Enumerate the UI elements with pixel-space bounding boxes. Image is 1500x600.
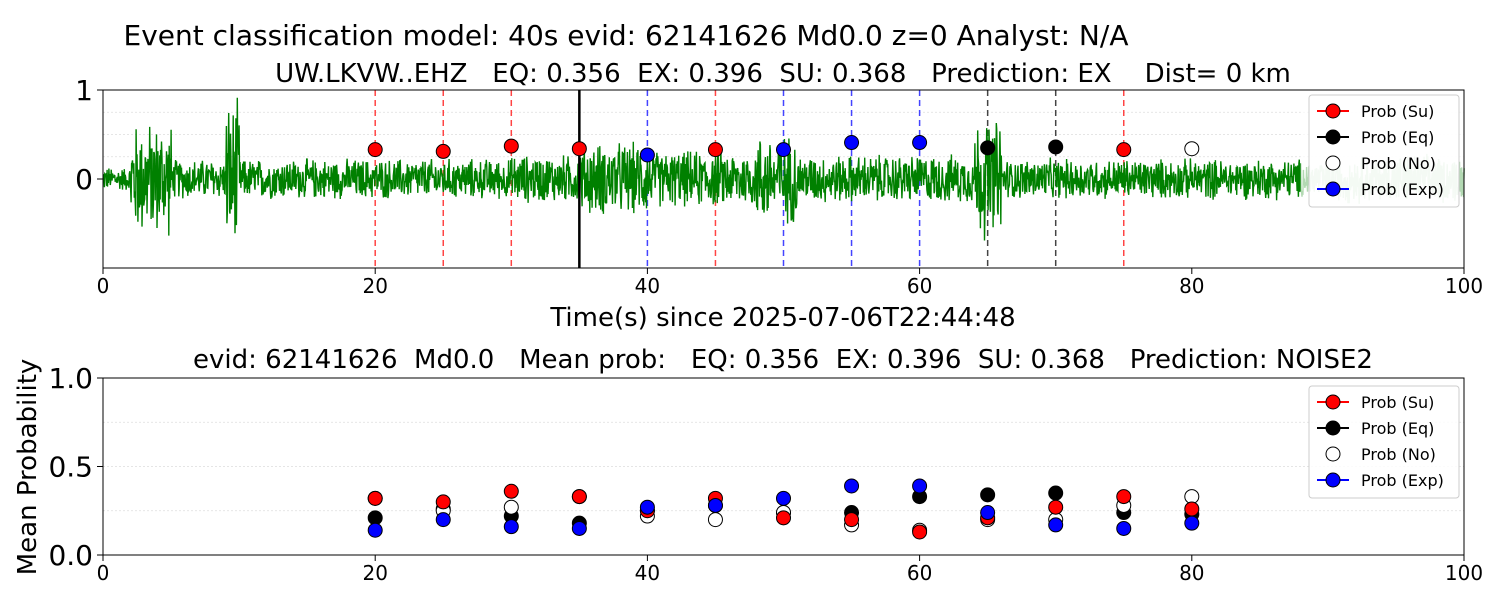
point-exp [1048,517,1064,533]
window-marker-eq [980,140,996,156]
point-exp [912,478,928,494]
waveform-trace [102,97,1465,241]
window-marker-no [1184,141,1200,157]
point-su [1184,501,1200,517]
legend-marker-exp [1325,181,1341,197]
legend-label-no: Prob (No) [1361,154,1436,173]
point-exp [844,478,860,494]
point-exp [639,499,655,515]
top-xtick-label: 80 [1179,274,1204,298]
point-exp [980,505,996,521]
point-exp [571,520,587,536]
point-exp [435,512,451,528]
window-marker-eq [1048,139,1064,155]
bottom-axes: 0 20 40 60 80 100 0.0 0.5 1.0 [48,362,1483,585]
point-no [503,499,519,515]
point-su [844,512,860,528]
point-exp [707,497,723,513]
figure-suptitle: Event classification model: 40s evid: 62… [124,19,1129,52]
legend-label-no: Prob (No) [1361,445,1436,464]
bottom-xtick-label: 0 [97,561,110,585]
top-ytick-label: 0 [75,163,93,196]
top-xtick-label: 60 [907,274,932,298]
bottom-panel-ylabel: Mean Probability [13,359,43,576]
legend-label-eq: Prob (Eq) [1361,419,1434,438]
point-su [1116,489,1132,505]
point-su [503,483,519,499]
bottom-ytick-label: 0.0 [48,539,93,572]
window-marker-exp [912,135,928,151]
bottom-xtick-label: 60 [907,561,932,585]
top-xtick-label: 40 [635,274,660,298]
top-xtick-label: 20 [362,274,387,298]
window-marker-su [571,141,587,157]
legend-marker-su [1325,103,1341,119]
top-xtick-label: 100 [1445,274,1483,298]
bottom-points [367,478,1200,540]
point-su [776,510,791,526]
legend-marker-eq [1325,129,1341,145]
bottom-xtick-label: 20 [362,561,387,585]
bottom-panel: 0 20 40 60 80 100 0.0 0.5 1.0 Prob (Su) Prob (Eq)… [48,362,1483,585]
bottom-ytick-label: 1.0 [48,362,93,395]
top-panel: 0 20 40 60 80 100 0 1 Prob (Su) Prob (Eq) Prob (N… [75,74,1483,298]
point-exp [367,522,383,538]
legend-box [1308,94,1460,208]
top-window-markers [367,135,1200,163]
point-exp [503,519,519,535]
legend-label-su: Prob (Su) [1361,102,1434,121]
point-su [435,494,451,510]
point-eq [1048,485,1064,501]
window-marker-su [707,142,723,158]
legend-marker-exp [1325,472,1341,488]
window-marker-exp [844,135,860,151]
legend-marker-su [1325,394,1341,410]
window-marker-su [1116,142,1132,158]
window-marker-exp [639,147,655,163]
point-su [912,524,928,540]
point-eq [980,487,996,503]
point-exp [776,490,791,506]
window-marker-su [367,142,383,158]
bottom-xtick-label: 100 [1445,561,1483,585]
window-marker-su [503,138,519,154]
legend-marker-eq [1325,420,1341,436]
bottom-panel-title: evid: 62141626 Md0.0 Mean prob: EQ: 0.35… [193,345,1373,375]
point-exp [1116,520,1132,536]
top-axes: 0 20 40 60 80 100 0 1 [75,74,1483,298]
legend-label-exp: Prob (Exp) [1361,180,1444,199]
legend-marker-no [1325,446,1341,462]
window-marker-su [435,143,451,159]
bottom-ytick-label: 0.5 [48,451,93,484]
top-panel-title: UW.LKVW..EHZ EQ: 0.356 EX: 0.396 SU: 0.3… [275,59,1291,89]
legend-label-eq: Prob (Eq) [1361,128,1434,147]
bottom-legend: Prob (Su) Prob (Eq) Prob (No) Prob (Exp) [1308,385,1460,499]
point-su [571,489,587,505]
point-su [367,490,383,506]
legend-marker-no [1325,155,1341,171]
point-no [707,512,723,528]
bottom-xtick-label: 40 [635,561,660,585]
top-xtick-label: 0 [97,274,110,298]
legend-label-exp: Prob (Exp) [1361,471,1444,490]
legend-box [1308,385,1460,499]
top-legend: Prob (Su) Prob (Eq) Prob (No) Prob (Exp) [1308,94,1460,208]
point-su [1048,499,1064,515]
legend-label-su: Prob (Su) [1361,393,1434,412]
bottom-xtick-label: 80 [1179,561,1204,585]
top-panel-xlabel: Time(s) since 2025-07-06T22:44:48 [549,303,1015,333]
window-marker-exp [776,142,791,158]
point-exp [1184,515,1200,531]
top-ytick-label: 1 [75,74,93,107]
